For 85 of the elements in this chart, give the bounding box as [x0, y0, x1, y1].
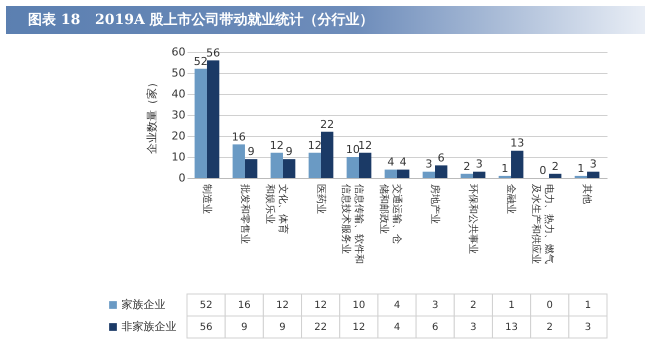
- data-label: 12: [352, 322, 366, 333]
- bar: [435, 165, 448, 178]
- data-label: 1: [584, 300, 592, 311]
- data-label: 3: [432, 300, 438, 311]
- text: 9: [286, 145, 293, 158]
- x-tick-label: 交通运输、仓储和邮政业: [378, 184, 403, 244]
- data-label: 52: [200, 300, 212, 311]
- data-label: 56: [200, 322, 212, 333]
- text: 52: [194, 54, 208, 68]
- data-label: 12: [276, 300, 289, 311]
- y-tick-label: 10: [172, 150, 186, 164]
- x-tick-label: 环保和公共事业: [467, 184, 480, 254]
- text: 2: [463, 160, 470, 173]
- text: 3: [590, 158, 597, 171]
- x-tick-label: 批发和零售业: [238, 184, 251, 244]
- data-label: 2: [546, 322, 553, 333]
- text: 22: [320, 118, 334, 131]
- data-label: 16: [238, 300, 251, 311]
- data-label: 9: [241, 322, 248, 333]
- data-label: 13: [505, 322, 518, 333]
- data-label: 12: [314, 300, 328, 311]
- x-tick-label: 制造业: [200, 184, 213, 214]
- bar: [384, 170, 397, 178]
- text: 2: [552, 160, 559, 173]
- bar: [206, 60, 220, 178]
- y-tick-label: 60: [172, 46, 186, 58]
- data-label: 2: [470, 300, 477, 311]
- data-label: 4: [394, 300, 400, 311]
- text: 16: [232, 130, 246, 144]
- data-label: 1: [508, 300, 515, 311]
- text: 12: [308, 138, 322, 152]
- data-label: 3: [470, 322, 477, 333]
- bar: [511, 150, 524, 178]
- bar: [232, 144, 245, 178]
- bar: [358, 152, 372, 178]
- text: 1: [501, 162, 508, 175]
- bar: [346, 157, 359, 178]
- bar: [397, 170, 410, 178]
- text: 4: [400, 156, 407, 169]
- legend-label: 家族企业: [122, 298, 166, 311]
- bar: [282, 159, 296, 178]
- data-label: 6: [432, 322, 438, 333]
- bar: [549, 174, 562, 178]
- y-tick-label: 30: [172, 108, 186, 122]
- y-axis-title: 企业数量（家）: [146, 77, 159, 154]
- x-tick-label: 金融业: [505, 184, 518, 214]
- text: 13: [510, 136, 524, 150]
- text: 1: [577, 162, 584, 175]
- x-tick-label: 医药业: [314, 184, 327, 214]
- text: 6: [438, 151, 445, 164]
- data-label: 10: [352, 300, 366, 311]
- chart-title: 图表 18 2019A 股上市公司带动就业统计（分行业）: [6, 6, 645, 34]
- x-tick-label: 其他: [581, 184, 594, 204]
- bar: [194, 68, 207, 178]
- text: 0: [539, 164, 546, 177]
- legend-label: 非家族企业: [122, 320, 176, 333]
- bar: [473, 172, 486, 178]
- x-tick-label: 房地产业: [429, 184, 442, 224]
- data-label: 4: [394, 322, 400, 333]
- data-label: 9: [279, 322, 286, 333]
- y-tick-label: 20: [172, 130, 186, 142]
- y-tick-label: 0: [178, 172, 186, 184]
- data-label: 0: [546, 300, 553, 311]
- x-tick-label: 信息传输、软件和信息技术服务业: [340, 184, 365, 264]
- bar: [320, 132, 334, 178]
- text: 12: [270, 138, 284, 152]
- data-label: 22: [314, 322, 328, 333]
- x-tick-label: 电力、热力、燃气及水生产和供应业: [530, 184, 556, 264]
- y-tick-label: 40: [172, 88, 186, 100]
- bar: [244, 159, 258, 178]
- text: 12: [358, 138, 372, 152]
- bar: [308, 152, 321, 178]
- y-tick-label: 50: [172, 66, 186, 80]
- text: 56: [206, 46, 220, 60]
- text: 10: [346, 143, 360, 156]
- data-label: 3: [584, 322, 592, 333]
- bar: [422, 172, 436, 178]
- bar: [270, 152, 283, 178]
- bar: [587, 172, 600, 178]
- text: 3: [476, 158, 483, 171]
- x-tick-label: 文化、体育和娱乐业: [264, 184, 289, 234]
- text: 9: [248, 145, 255, 158]
- bar: [460, 174, 474, 178]
- text: 4: [387, 156, 394, 169]
- text: 3: [425, 158, 432, 171]
